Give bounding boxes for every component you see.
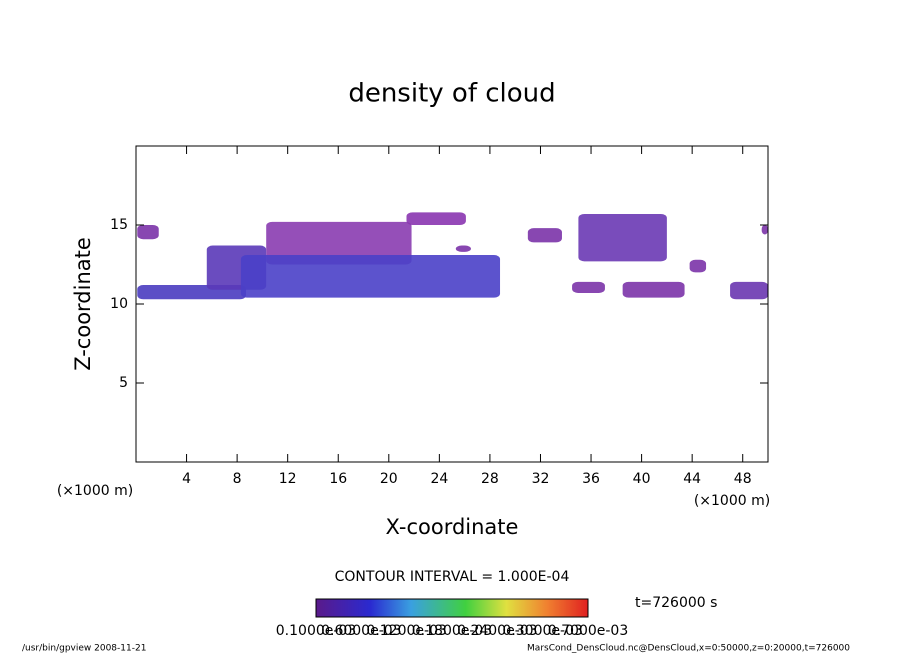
cloud-patch (572, 281, 605, 293)
x-axis-label: X-coordinate (386, 515, 519, 539)
x-tick-label: 28 (481, 471, 499, 487)
x-tick-label: 8 (233, 471, 242, 487)
colorbar-label: 0.7000e-03 (548, 623, 628, 639)
chart-title: density of cloud (348, 79, 555, 109)
cloud-patch (622, 281, 685, 298)
x-tick-label: 16 (329, 471, 347, 487)
cloud-patch (527, 228, 562, 243)
x-tick-label: 48 (734, 471, 752, 487)
colorbar (315, 598, 589, 618)
cloud-patch (266, 221, 412, 265)
cloud-patch (578, 213, 667, 262)
colorbar-label: 0.2400e-03 (457, 623, 537, 639)
x-tick-label: 20 (380, 471, 398, 487)
x-unit: (×1000 m) (694, 493, 770, 509)
y-tick-label: 10 (110, 296, 128, 312)
colorbar-label: 0.1200e-03 (366, 623, 446, 639)
cloud-patch (406, 212, 466, 225)
plot-frame (135, 145, 769, 463)
x-tick-label: 4 (182, 471, 191, 487)
colorbar-label: 0.1800e-03 (412, 623, 492, 639)
cloud-patch (689, 259, 707, 273)
footer-right: MarsCond_DensCloud.nc@DensCloud,x=0:5000… (527, 644, 850, 654)
colorbar-label: 0.1000e-03 (276, 623, 356, 639)
x-tick-label: 40 (633, 471, 651, 487)
cloud-patch (137, 225, 159, 240)
y-axis-label: Z-coordinate (71, 237, 95, 371)
colorbar-label: 0.6000e-03 (321, 623, 401, 639)
footer-left: /usr/bin/gpview 2008-11-21 (22, 644, 146, 654)
time-label: t=726000 s (635, 595, 717, 611)
cloud-patch (730, 281, 768, 300)
x-tick-label: 12 (279, 471, 297, 487)
cloud-patch (240, 255, 501, 298)
x-tick-label: 36 (582, 471, 600, 487)
x-tick-label: 32 (532, 471, 550, 487)
x-tick-label: 44 (683, 471, 701, 487)
x-tick-label: 24 (430, 471, 448, 487)
contour-interval: CONTOUR INTERVAL = 1.000E-04 (335, 569, 570, 585)
y-tick-label: 15 (110, 217, 128, 233)
y-unit: (×1000 m) (57, 483, 133, 499)
colorbar-label: 0.3000e-03 (502, 623, 582, 639)
cloud-patch (455, 245, 471, 252)
y-tick-label: 5 (119, 375, 128, 391)
cloud-patch (761, 225, 768, 235)
